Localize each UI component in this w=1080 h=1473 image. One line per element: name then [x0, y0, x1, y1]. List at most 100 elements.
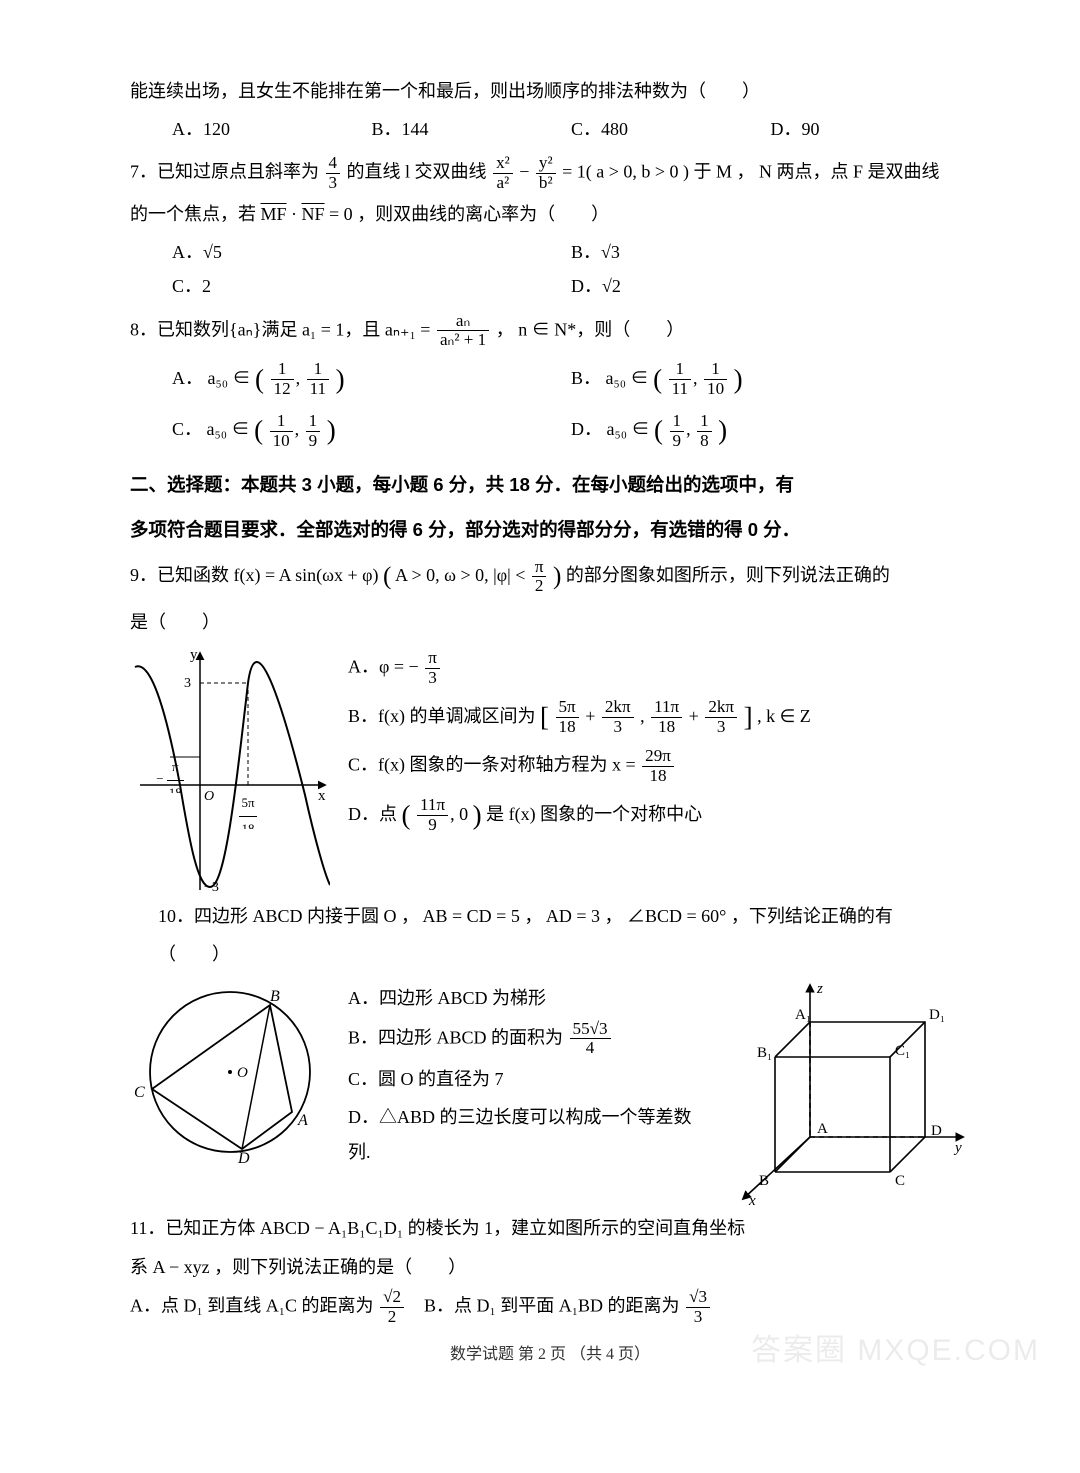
q10-opt-b: B．四边形 ABCD 的面积为 55√34 [348, 1020, 707, 1059]
num: 5π [556, 698, 579, 718]
text: B．f(x) 的单调减区间为 [348, 705, 536, 725]
den: 9 [670, 432, 685, 451]
opt-text: √2 [602, 276, 621, 296]
fraction: 2kπ3 [602, 698, 634, 737]
q9-stem-line1: 9．已知函数 f(x) = A sin(ωx + φ) ( A > 0, ω >… [130, 553, 970, 601]
q7-options: A．√5 B．√3 C．2 D．√2 [130, 235, 970, 303]
den: 3 [686, 1308, 710, 1327]
cube-axes-icon: z y x A₁ D₁ B₁ C₁ A D B C [725, 977, 970, 1207]
q9-opt-c: C．f(x) 图象的一条对称轴方程为 x = 29π18 [348, 747, 970, 786]
num: π [425, 649, 440, 669]
num: 1 [697, 412, 712, 432]
q-pre-line: 能连续出场，且女生不能排在第一个和最后，则出场顺序的排法种数为（ ） [130, 74, 970, 108]
text: = 1( a > 0, b > 0 ) 于 M ， N 两点，点 F 是双曲线 [562, 162, 939, 182]
text: ，则双曲线的离心率为（ ） [357, 204, 609, 224]
q8-opt-c: C． a₅₀ ∈ ( 110, 19 ) [172, 405, 571, 456]
q9-stem-line2: 是（ ） [130, 605, 970, 639]
label-d: D [237, 1150, 250, 1167]
center-label: O [237, 1065, 248, 1081]
num: 1 [670, 412, 685, 432]
q9-options: A．φ = − π3 B．f(x) 的单调减区间为 [ 5π18 + 2kπ3 … [348, 645, 970, 845]
num: 2kπ [705, 698, 737, 718]
q-pre-opt-b: B．144 [372, 112, 572, 146]
num: x² [493, 154, 513, 174]
fraction: √22 [380, 1288, 404, 1327]
q9-opt-a: A．φ = − π3 [348, 649, 970, 688]
fraction: 43 [326, 154, 341, 193]
text: A．φ = − [348, 656, 419, 676]
fraction: 112 [271, 360, 294, 399]
q10-opt-a: A．四边形 ABCD 为梯形 [348, 981, 707, 1015]
fraction: 55√34 [570, 1020, 611, 1059]
lparen-icon: ( [383, 563, 391, 590]
fraction: 110 [704, 360, 727, 399]
circle-quad-icon: O B A D C [130, 977, 330, 1167]
den: a² [493, 174, 513, 193]
den: 11 [307, 380, 329, 399]
den: 10 [270, 432, 293, 451]
label-b: B [759, 1173, 769, 1189]
opt-text: 120 [203, 119, 230, 139]
q-pre-opt-d: D．90 [771, 112, 971, 146]
fraction: 29π18 [642, 747, 674, 786]
q8-opt-d: D． a₅₀ ∈ ( 19, 18 ) [571, 405, 970, 456]
fraction: 111 [307, 360, 329, 399]
rparen-icon: ) [336, 364, 345, 394]
num: √2 [380, 1288, 404, 1308]
label-d: D [931, 1123, 942, 1139]
num: 1 [704, 360, 727, 380]
fraction: 111 [669, 360, 691, 399]
lparen-icon: ( [255, 364, 264, 394]
label-a1: A₁ [795, 1007, 811, 1023]
text: a₅₀ ∈ [208, 368, 251, 388]
q9-figure-col: y x O 3 −3 − π18 5π18 [130, 645, 330, 895]
text: C．f(x) 图象的一条对称轴方程为 x = [348, 754, 636, 774]
den: 9 [306, 432, 321, 451]
opt-text: 2 [202, 276, 211, 296]
lparen-icon: ( [653, 364, 662, 394]
label-b1: B₁ [757, 1045, 772, 1061]
section-2-heading-l2: 多项符合题目要求．全部选对的得 6 分，部分选对的得部分分，有选错的得 0 分． [130, 512, 970, 547]
q7-opt-a: A．√5 [172, 235, 571, 269]
num: 55√3 [570, 1020, 611, 1040]
den: 9 [417, 816, 448, 835]
origin-label: O [204, 789, 214, 804]
lparen-icon: ( [654, 415, 663, 445]
den: 3 [326, 174, 341, 193]
fraction: π2 [532, 558, 547, 597]
label-d1: D₁ [929, 1007, 945, 1023]
sine-graph-icon: y x O 3 −3 − π18 5π18 [130, 645, 330, 895]
label-c: C [895, 1173, 905, 1189]
rparen-icon: ) [473, 800, 482, 830]
den: 11 [669, 380, 691, 399]
fraction: 19 [670, 412, 685, 451]
lparen-icon: ( [254, 415, 263, 445]
den: 12 [271, 380, 294, 399]
text: D．点 [348, 803, 397, 823]
den: 8 [697, 432, 712, 451]
q-pre-opt-c: C．480 [571, 112, 771, 146]
q7-opt-c: C．2 [172, 269, 571, 303]
q10-figure-col: O B A D C [130, 977, 330, 1167]
text: 9．已知函数 f(x) = A sin(ωx + φ) [130, 565, 379, 585]
opt-text: √5 [203, 242, 222, 262]
rparen-icon: ) [718, 415, 727, 445]
q-pre-opt-a: A．120 [172, 112, 372, 146]
cube-figure-col: z y x A₁ D₁ B₁ C₁ A D B C [725, 977, 970, 1207]
opt-text: √3 [601, 242, 620, 262]
q8-options: A． a₅₀ ∈ ( 112, 111 ) B． a₅₀ ∈ ( 111, 11… [130, 354, 970, 457]
num: 1 [669, 360, 691, 380]
num: 5π [239, 791, 256, 817]
den: 3 [602, 718, 634, 737]
den: b² [536, 174, 556, 193]
num: 1 [306, 412, 321, 432]
text: A．点 D₁ 到直线 A₁C 的距离为 [130, 1295, 374, 1315]
text: A > 0, ω > 0, |φ| < [395, 565, 525, 585]
axis-y-label: y [953, 1140, 962, 1156]
text: 8．已知数列{aₙ}满足 a₁ = 1，且 aₙ₊₁ = [130, 319, 430, 339]
num: 4 [326, 154, 341, 174]
q7-line2: 的一个焦点，若 MF · NF = 0 ，则双曲线的离心率为（ ） [130, 197, 970, 231]
q11-stem-l1: 11．已知正方体 ABCD − A₁B₁C₁D₁ 的棱长为 1，建立如图所示的空… [130, 1211, 970, 1245]
text: 7．已知过原点且斜率为 [130, 162, 319, 182]
label-c: C [134, 1084, 145, 1101]
